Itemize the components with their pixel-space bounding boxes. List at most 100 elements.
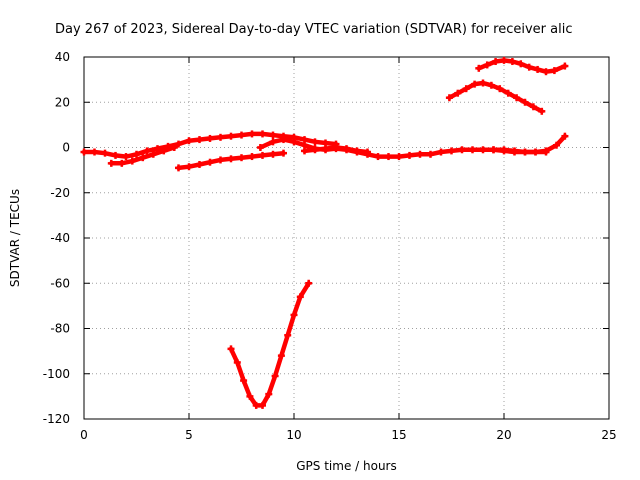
plot-frame bbox=[83, 56, 610, 420]
y-tick-label: -40 bbox=[50, 231, 70, 245]
data-point bbox=[246, 392, 254, 400]
data-point bbox=[259, 151, 266, 159]
data-point bbox=[416, 150, 424, 158]
data-point bbox=[170, 144, 178, 151]
data-point bbox=[227, 345, 235, 353]
data-point bbox=[553, 141, 560, 149]
data-point bbox=[133, 150, 140, 158]
data-point bbox=[139, 154, 147, 162]
data-point bbox=[269, 131, 277, 139]
data-point bbox=[248, 153, 256, 161]
data-point bbox=[561, 132, 569, 140]
data-point bbox=[529, 103, 537, 111]
data-point bbox=[217, 133, 224, 141]
data-point bbox=[364, 148, 371, 156]
data-point bbox=[513, 94, 521, 102]
x-tick-label: 5 bbox=[185, 428, 193, 442]
data-point bbox=[256, 144, 264, 151]
series-track-7 bbox=[228, 281, 311, 408]
data-point bbox=[185, 163, 193, 171]
data-point bbox=[517, 60, 525, 68]
data-point bbox=[542, 68, 550, 76]
data-point bbox=[458, 146, 466, 154]
data-point bbox=[149, 150, 157, 158]
data-point bbox=[217, 156, 224, 164]
data-point bbox=[301, 147, 308, 155]
data-point bbox=[479, 146, 487, 154]
data-point bbox=[427, 150, 434, 158]
x-tick-label: 10 bbox=[286, 428, 301, 442]
data-point bbox=[542, 147, 550, 155]
data-point bbox=[538, 107, 546, 115]
y-tick-label: 0 bbox=[62, 141, 70, 155]
data-point bbox=[406, 151, 413, 159]
data-point bbox=[296, 293, 304, 301]
data-point bbox=[206, 158, 214, 166]
data-point bbox=[118, 159, 126, 167]
data-point bbox=[271, 372, 279, 380]
data-point bbox=[487, 81, 495, 89]
data-point bbox=[143, 147, 151, 155]
grid-layer bbox=[84, 57, 609, 419]
data-point bbox=[492, 58, 500, 66]
data-point bbox=[332, 144, 340, 151]
y-tick-label: -20 bbox=[50, 186, 70, 200]
y-tick-label: 40 bbox=[55, 50, 70, 64]
y-tick-label: 20 bbox=[55, 95, 70, 109]
data-point bbox=[280, 149, 287, 157]
data-point bbox=[240, 377, 248, 385]
data-point bbox=[521, 98, 529, 106]
data-point bbox=[504, 89, 512, 97]
data-point bbox=[395, 153, 403, 161]
data-point bbox=[353, 147, 361, 155]
data-point bbox=[550, 67, 558, 75]
data-point bbox=[238, 131, 245, 139]
data-point bbox=[454, 89, 462, 97]
data-point bbox=[206, 134, 214, 142]
data-point bbox=[508, 58, 516, 66]
y-tick-label: -120 bbox=[43, 412, 70, 426]
data-point bbox=[311, 146, 319, 154]
x-tick-label: 20 bbox=[496, 428, 511, 442]
data-point bbox=[284, 331, 292, 339]
data-point bbox=[175, 164, 182, 172]
series-layer bbox=[80, 56, 569, 409]
data-point bbox=[91, 148, 98, 156]
data-point bbox=[471, 80, 479, 88]
data-point bbox=[311, 138, 319, 146]
data-point bbox=[521, 148, 529, 156]
data-point bbox=[259, 401, 266, 409]
data-point bbox=[269, 138, 277, 146]
data-point bbox=[227, 132, 235, 140]
data-point bbox=[280, 136, 287, 144]
data-point bbox=[259, 130, 266, 138]
data-point bbox=[269, 150, 277, 158]
data-point bbox=[469, 146, 476, 154]
data-point bbox=[561, 62, 569, 70]
data-point bbox=[500, 147, 508, 155]
data-point bbox=[238, 154, 245, 162]
data-point bbox=[290, 311, 298, 319]
x-tick-label: 25 bbox=[601, 428, 616, 442]
data-point bbox=[101, 149, 109, 157]
data-point bbox=[185, 137, 193, 145]
data-point bbox=[233, 358, 241, 366]
data-point bbox=[305, 279, 313, 287]
y-axis-label: SDTVAR / TECUs bbox=[8, 189, 22, 287]
x-tick-label: 0 bbox=[80, 428, 88, 442]
data-point bbox=[496, 85, 504, 93]
data-point bbox=[160, 147, 168, 155]
data-point bbox=[107, 159, 115, 167]
data-point bbox=[196, 136, 203, 144]
y-tick-label: -80 bbox=[50, 322, 70, 336]
tick-layer: 0 5 10 15 20 25 -120 -100 -80 -60 -40 -20 0 20 40 bbox=[43, 50, 617, 442]
data-point bbox=[128, 157, 136, 165]
x-axis-label: GPS time / hours bbox=[296, 459, 397, 473]
y-tick-label: -60 bbox=[50, 276, 70, 290]
data-point bbox=[80, 148, 88, 156]
data-point bbox=[479, 79, 487, 87]
data-point bbox=[534, 65, 542, 73]
data-point bbox=[252, 401, 260, 409]
series-track-8 bbox=[447, 80, 545, 114]
